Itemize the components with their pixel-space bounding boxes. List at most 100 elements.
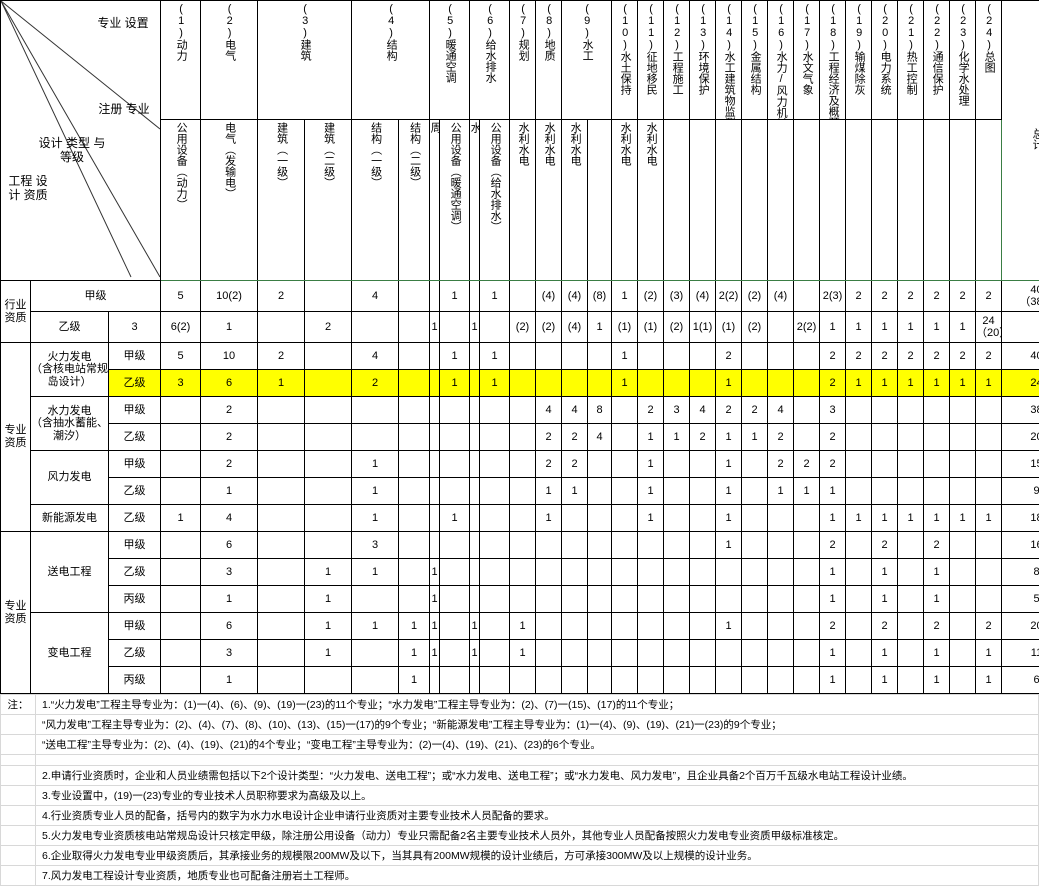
data-cell (638, 640, 664, 667)
corner-label-design-type: 设计 类型 与等级 (37, 137, 107, 165)
data-cell (872, 478, 898, 505)
column-header-major: (4)结构 (352, 1, 430, 120)
subgroup-label: 变电工程 (31, 613, 109, 694)
data-cell: 1 (430, 586, 440, 613)
data-cell (898, 451, 924, 478)
data-cell (638, 667, 664, 694)
column-subheader-text: 公用设备（给水排水） (489, 122, 500, 232)
column-subheader-text: 公用设备（动力） (175, 122, 186, 210)
column-subheader (950, 120, 976, 281)
data-cell (638, 613, 664, 640)
table-row: 乙级311111111111 (1, 640, 1039, 667)
data-cell (794, 667, 820, 694)
data-cell (440, 613, 470, 640)
data-cell (399, 424, 430, 451)
data-cell: 2 (201, 451, 258, 478)
column-subheader: 水利水电 (562, 120, 588, 281)
data-cell (562, 505, 588, 532)
data-cell: 1 (716, 505, 742, 532)
corner-label-major-setup: 专业 设置 (89, 17, 157, 31)
data-cell (305, 370, 352, 397)
data-cell (161, 667, 201, 694)
data-cell (742, 559, 768, 586)
data-cell (258, 478, 305, 505)
level-label: 乙级 (109, 640, 161, 667)
data-cell (924, 397, 950, 424)
data-cell: 1 (820, 505, 846, 532)
data-cell (716, 667, 742, 694)
data-cell (440, 667, 470, 694)
data-cell (664, 532, 690, 559)
data-cell (536, 640, 562, 667)
data-cell: 1 (924, 505, 950, 532)
data-cell: 1 (201, 478, 258, 505)
data-cell (742, 505, 768, 532)
data-cell: 4 (690, 397, 716, 424)
data-cell (588, 505, 612, 532)
data-cell: 1 (898, 505, 924, 532)
qualification-table: 专业 设置 注册 专业 设计 类型 与等级 工程 设计 资质 (1)动力(2)电… (0, 0, 1039, 694)
level-label: 乙级 (109, 505, 161, 532)
data-cell: 2 (924, 613, 950, 640)
data-cell: 1 (924, 667, 950, 694)
data-cell (716, 559, 742, 586)
data-cell (794, 397, 820, 424)
data-cell (161, 559, 201, 586)
data-cell (430, 343, 440, 370)
data-cell (480, 667, 510, 694)
column-header-text: (6)给水排水 (484, 3, 495, 83)
table-row: 乙级36121111211111124 (1, 370, 1039, 397)
row-total: 11 (1002, 640, 1039, 667)
data-cell (440, 478, 470, 505)
note-row: 7.风力发电工程设计专业资质，地质专业也可配备注册岩土工程师。 (1, 866, 1039, 886)
data-cell: 1 (716, 613, 742, 640)
column-header-major: (23)化学水处理 (950, 1, 976, 120)
note-row: 6.企业取得火力发电专业甲级资质后，其承接业务的规模限200MW及以下，当其具有… (1, 846, 1039, 866)
data-cell (872, 451, 898, 478)
column-subheader-text: 水 (470, 122, 480, 133)
note-text: 4.行业资质专业人员的配备，括号内的数字为水力水电设计企业申请行业资质对主要专业… (36, 806, 1039, 826)
data-cell (430, 451, 440, 478)
data-cell: 2 (950, 343, 976, 370)
notes-label (1, 846, 36, 866)
table-row: 水力发电（含抽水蓄能、潮汐）甲级2448234224338 (1, 397, 1039, 424)
column-subheader-text: 公用设备（暖通空调） (449, 122, 460, 232)
column-header-major: (22)通信保护 (924, 1, 950, 120)
data-cell (562, 559, 588, 586)
note-text: 3.专业设置中，(19)一(23)专业的专业技术人员职称要求为高级及以上。 (36, 786, 1039, 806)
data-cell: (4) (690, 281, 716, 312)
data-cell: (2) (742, 312, 768, 343)
data-cell (794, 640, 820, 667)
column-subheader: 水 (470, 120, 480, 281)
data-cell: 1 (950, 370, 976, 397)
data-cell: 2 (924, 281, 950, 312)
data-cell: 2 (716, 397, 742, 424)
data-cell (161, 478, 201, 505)
data-cell (638, 586, 664, 613)
data-cell (258, 424, 305, 451)
data-cell (305, 397, 352, 424)
data-cell: 6 (201, 532, 258, 559)
data-cell: (3) (664, 281, 690, 312)
data-cell (794, 370, 820, 397)
data-cell (510, 370, 536, 397)
column-subheader (846, 120, 872, 281)
data-cell: (1) (716, 312, 742, 343)
data-cell (794, 505, 820, 532)
note-row: 2.申请行业资质时，企业和人员业绩需包括以下2个设计类型：“火力发电、送电工程”… (1, 766, 1039, 786)
column-header-major: (19)输煤除灰 (846, 1, 872, 120)
data-cell (846, 640, 872, 667)
data-cell: 1 (872, 370, 898, 397)
column-subheader: 结构（一级） (352, 120, 399, 281)
row-total: 40 (1002, 343, 1039, 370)
column-header-text: (17)水文气象 (801, 3, 812, 95)
data-cell: 2 (258, 343, 305, 370)
data-cell: 2 (898, 281, 924, 312)
total-column-header: 总计 (1002, 1, 1039, 281)
data-cell (588, 370, 612, 397)
column-header-major: (15)金属结构 (742, 1, 768, 120)
table-header: 专业 设置 注册 专业 设计 类型 与等级 工程 设计 资质 (1)动力(2)电… (1, 1, 1039, 281)
data-cell (480, 559, 510, 586)
level-label: 甲级 (109, 451, 161, 478)
data-cell: 2 (820, 370, 846, 397)
